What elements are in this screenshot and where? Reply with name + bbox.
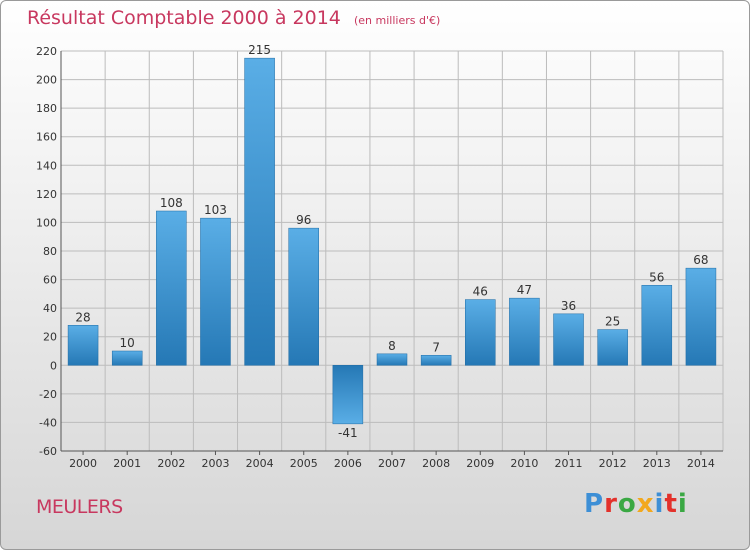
y-tick-label: 100 [36,216,57,229]
x-tick-label-2009: 2009 [466,457,494,470]
y-tick-label: 140 [36,159,57,172]
proxiti-logo[interactable]: Proxiti [584,489,688,519]
bar-2003 [200,217,231,366]
x-tick-label-2011: 2011 [555,457,583,470]
x-tick-label-2008: 2008 [422,457,450,470]
value-label-2012: 25 [605,315,620,329]
x-tick-label-2010: 2010 [510,457,538,470]
bar-2005 [288,227,319,366]
bar-2002 [156,210,187,366]
value-label-2014: 68 [693,253,708,267]
x-tick-label-2003: 2003 [201,457,229,470]
commune-name: MEULERS [36,496,123,518]
value-label-2011: 36 [561,299,576,313]
value-label-2010: 47 [517,283,532,297]
grid-layer [60,50,724,452]
y-tick-label: -20 [39,388,57,401]
x-tick-label-2001: 2001 [113,457,141,470]
y-tick-label: 180 [36,102,57,115]
x-tick-label-2007: 2007 [378,457,406,470]
value-label-2007: 8 [388,339,396,353]
bar-2001 [111,350,143,366]
bar-2006 [332,365,364,425]
y-tick-label: 40 [43,302,57,315]
x-tick-label-2005: 2005 [290,457,318,470]
value-label-2005: 96 [296,213,311,227]
bar-2014 [685,267,717,366]
value-label-2003: 103 [204,203,227,217]
y-tick-label: -40 [39,416,57,429]
y-tick-label: 120 [36,188,57,201]
bar-2011 [553,313,584,366]
value-label-2009: 46 [473,285,488,299]
value-label-2001: 10 [120,336,135,350]
bar-2009 [465,299,496,366]
value-label-2008: 7 [432,340,440,354]
y-tick-label: 20 [43,331,57,344]
value-label-2004: 215 [248,43,271,57]
chart-title: Résultat Comptable 2000 à 2014 [27,7,341,29]
y-tick-label: 60 [43,274,57,287]
bar-2004 [244,57,275,366]
x-tick-label-2013: 2013 [643,457,671,470]
bar-2012 [597,329,628,366]
value-label-2000: 28 [75,310,90,324]
bar-2010 [509,297,540,366]
bar-2007 [376,353,408,366]
chart-subtitle: (en milliers d'€) [353,14,441,27]
y-tick-label: 0 [50,359,57,372]
bar-layer [67,57,717,425]
y-tick-label: -60 [39,445,57,458]
value-label-2002: 108 [160,196,183,210]
x-tick-label-2012: 2012 [599,457,627,470]
bar-2008 [420,355,452,366]
x-tick-label-2006: 2006 [334,457,362,470]
x-tick-label-2000: 2000 [69,457,97,470]
x-tick-label-2004: 2004 [246,457,274,470]
label-layer: 28 10 108 103 215 96 -41 8 7 46 47 36 25 56 68 [75,43,708,440]
x-tick-label-2002: 2002 [157,457,185,470]
y-tick-label: 80 [43,245,57,258]
y-tick-label: 160 [36,131,57,144]
axis-layer: -60 -40 -20 0 20 40 60 80 100 120 140 160 180 200 220 2… [36,45,723,470]
y-tick-label: 200 [36,74,57,87]
value-label-2013: 56 [649,270,664,284]
x-tick-label-2014: 2014 [687,457,715,470]
value-label-2006: -41 [338,426,358,440]
y-tick-label: 220 [36,45,57,58]
bar-2000 [67,325,99,366]
title-row: Résultat Comptable 2000 à 2014 (en milli… [27,7,440,29]
bar-2013 [641,285,673,366]
